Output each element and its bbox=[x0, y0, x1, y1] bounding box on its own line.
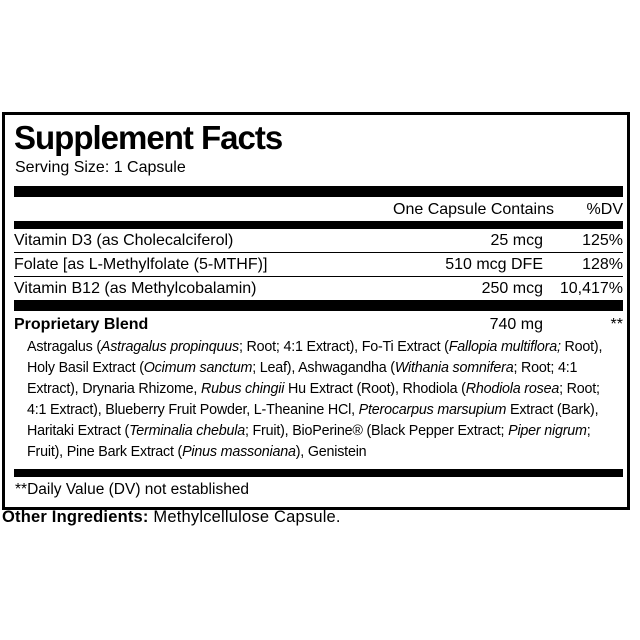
table-row-folate: Folate [as L-Methylfolate (5-MTHF)] 510 … bbox=[14, 253, 623, 277]
blend-ingredient-list: Astragalus (Astragalus propinquus; Root;… bbox=[27, 338, 603, 460]
serving-size: Serving Size: 1 Capsule bbox=[15, 158, 186, 176]
amount-column-header: One Capsule Contains bbox=[393, 200, 554, 218]
nutrient-name: Vitamin D3 (as Cholecalciferol) bbox=[14, 231, 234, 249]
nutrient-amount: 250 mcg bbox=[481, 279, 543, 297]
nutrient-dv: 128% bbox=[582, 255, 623, 273]
divider-above-blend bbox=[14, 299, 623, 311]
other-ingredients-line: Other Ingredients: Methylcellulose Capsu… bbox=[2, 508, 341, 527]
nutrient-dv: 125% bbox=[582, 231, 623, 249]
other-ingredients-value: Methylcellulose Capsule. bbox=[148, 507, 341, 526]
nutrient-amount: 510 mcg DFE bbox=[445, 255, 543, 273]
nutrient-name: Folate [as L-Methylfolate (5-MTHF)] bbox=[14, 255, 268, 273]
other-ingredients-label: Other Ingredients: bbox=[2, 507, 149, 526]
blend-amount: 740 mg bbox=[489, 315, 543, 333]
blend-name: Proprietary Blend bbox=[14, 315, 149, 333]
dv-footnote: **Daily Value (DV) not established bbox=[15, 480, 250, 498]
divider-under-headers bbox=[14, 220, 623, 229]
divider-thick-top bbox=[14, 185, 623, 197]
dv-column-header: %DV bbox=[586, 200, 623, 218]
blend-dv-marker: ** bbox=[610, 315, 623, 333]
table-row-proprietary-blend: Proprietary Blend 740 mg ** bbox=[14, 311, 623, 335]
divider-above-footnote bbox=[14, 468, 623, 477]
column-headers: One Capsule Contains %DV bbox=[14, 197, 623, 221]
table-row-vitamin-b12: Vitamin B12 (as Methylcobalamin) 250 mcg… bbox=[14, 277, 623, 300]
nutrient-name: Vitamin B12 (as Methylcobalamin) bbox=[14, 279, 257, 297]
nutrient-dv: 10,417% bbox=[559, 279, 623, 297]
table-row-vitamin-d3: Vitamin D3 (as Cholecalciferol) 25 mcg 1… bbox=[14, 229, 623, 253]
panel-title: Supplement Facts bbox=[14, 119, 283, 156]
nutrient-amount: 25 mcg bbox=[490, 231, 543, 249]
supplement-facts-panel: Supplement Facts Serving Size: 1 Capsule… bbox=[2, 112, 630, 510]
